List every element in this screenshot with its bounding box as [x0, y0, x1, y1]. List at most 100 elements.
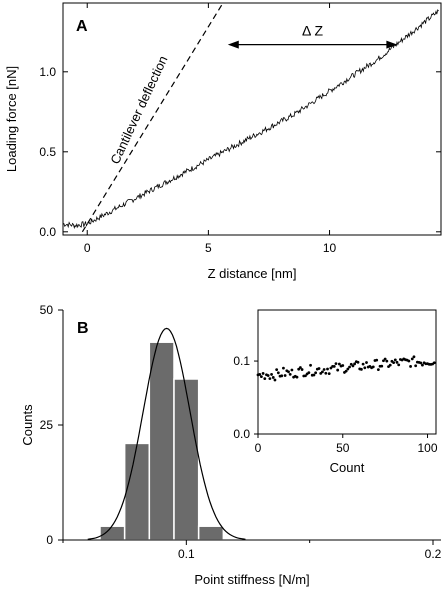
inset-data-point: [304, 374, 307, 378]
inset-data-point: [259, 375, 263, 379]
inset-data-point: [280, 374, 284, 378]
cantilever-deflection-line: [81, 3, 224, 233]
inset-data-point: [309, 363, 312, 367]
delta-z-arrowhead-right: [386, 40, 398, 49]
panel-b-y-tick-label: 50: [40, 303, 54, 317]
inset-data-point: [360, 367, 363, 371]
inset-data-point: [382, 359, 385, 363]
panel-a-plot-area: [63, 3, 439, 233]
inset-data-point: [346, 367, 350, 371]
panel-a-letter: A: [76, 18, 88, 35]
inset-data-point: [261, 372, 265, 375]
inset-data-point: [376, 368, 380, 372]
inset-data-point: [336, 368, 340, 372]
panel-b-ticks: 0.1 0.2 0 25 50: [40, 303, 442, 561]
inset-data-point: [266, 374, 270, 377]
inset-data-point: [312, 373, 316, 377]
panel-b-letter: B: [77, 320, 89, 337]
histogram-bar: [197, 525, 225, 541]
inset-data-point: [348, 365, 351, 369]
inset-data-point: [295, 375, 299, 379]
inset-data-point: [332, 364, 336, 368]
inset-data-point: [419, 361, 423, 365]
inset-data-point: [365, 361, 368, 364]
inset-data-point: [410, 357, 414, 361]
panel-b-y-tick-label: 0: [46, 533, 53, 547]
inset-data-point: [407, 359, 411, 363]
inset-data-point: [324, 371, 328, 375]
inset-y-tick-label: 0.0: [233, 427, 250, 441]
panel-a-y-axis-label: Loading force [nN]: [4, 66, 19, 172]
inset-data-point: [307, 371, 311, 375]
inset-data-point: [337, 362, 341, 366]
delta-z-arrowhead-left: [227, 40, 239, 49]
inset-x-tick-label: 50: [336, 441, 350, 455]
gaussian-fit-curve: [87, 327, 246, 540]
cantilever-deflection-label: Cantilever deflection: [107, 53, 170, 166]
inset-data-point: [270, 373, 273, 376]
inset-data-point: [395, 360, 399, 364]
histogram-bar: [148, 341, 175, 541]
panel-b-plot-area: [87, 327, 246, 541]
inset-chart: 0 50 100 0.0 0.1 Count: [233, 309, 438, 475]
inset-data-point: [375, 358, 379, 362]
panel-b: 0.1 0.2 0 25 50 B Point stiffness [N/m] Coun…: [20, 303, 442, 587]
inset-data-point: [271, 376, 275, 379]
panel-a-frame: [62, 2, 442, 236]
inset-data-point: [432, 361, 436, 365]
inset-data-point: [363, 366, 367, 370]
inset-data-point: [288, 372, 292, 376]
panel-a-x-tick-label: 5: [205, 241, 212, 255]
inset-x-tick-label: 100: [418, 441, 438, 455]
panel-a-x-axis-label: Z distance [nm]: [208, 266, 297, 281]
panel-b-y-axis-label: Counts: [20, 404, 35, 446]
inset-data-point: [397, 363, 401, 367]
inset-data-point: [412, 355, 416, 359]
inset-data-point: [421, 363, 424, 367]
inset-data-point: [409, 365, 412, 368]
panel-a-x-tick-label: 0: [84, 241, 91, 255]
panel-b-y-tick-label: 25: [40, 418, 54, 432]
inset-y-tick-label: 0.1: [233, 354, 250, 368]
inset-data-point: [326, 367, 329, 371]
panel-a-y-tick-label: 0.5: [39, 145, 56, 159]
panel-b-x-tick-label: 0.2: [425, 547, 442, 561]
histogram-bar: [123, 442, 151, 541]
inset-data-point: [321, 370, 324, 374]
histogram-bar: [173, 378, 200, 541]
inset-data-point: [334, 362, 338, 366]
inset-data-point: [263, 377, 267, 381]
panel-b-x-tick-label: 0.1: [178, 547, 195, 561]
panel-a-x-tick-label: 10: [323, 241, 337, 255]
panel-a-annotations: Cantilever deflection Δ Z: [107, 23, 398, 166]
loading-force-trace: [63, 9, 439, 230]
inset-data-point: [383, 357, 387, 361]
inset-data-point: [317, 367, 321, 370]
inset-data-point: [371, 365, 375, 369]
histogram-bar: [99, 525, 126, 541]
inset-data-point: [327, 372, 331, 375]
inset-data-point: [392, 361, 396, 365]
panel-a: 0 5 10 0.0 0.5 1.0 A Z distance [nm] Loading …: [4, 2, 442, 281]
inset-data-point: [322, 368, 326, 371]
inset-data-point: [273, 378, 277, 382]
inset-data-point: [297, 367, 301, 371]
inset-x-axis-label: Count: [330, 460, 365, 475]
inset-data-point: [385, 359, 389, 363]
inset-data-point: [361, 362, 365, 366]
delta-z-label: Δ Z: [302, 23, 323, 39]
inset-data-point: [414, 364, 418, 368]
inset-plot-area: [256, 355, 436, 382]
panel-a-ticks: 0 5 10 0.0 0.5 1.0: [39, 3, 441, 255]
inset-data-point: [268, 377, 272, 381]
inset-data-point: [344, 369, 348, 373]
panel-a-y-tick-label: 1.0: [39, 65, 56, 79]
inset-data-point: [356, 360, 360, 364]
inset-data-point: [290, 368, 294, 372]
inset-data-point: [298, 366, 302, 369]
inset-data-point: [314, 371, 318, 375]
inset-x-tick-label: 0: [255, 441, 262, 455]
inset-data-point: [353, 362, 357, 366]
inset-data-point: [283, 374, 287, 377]
